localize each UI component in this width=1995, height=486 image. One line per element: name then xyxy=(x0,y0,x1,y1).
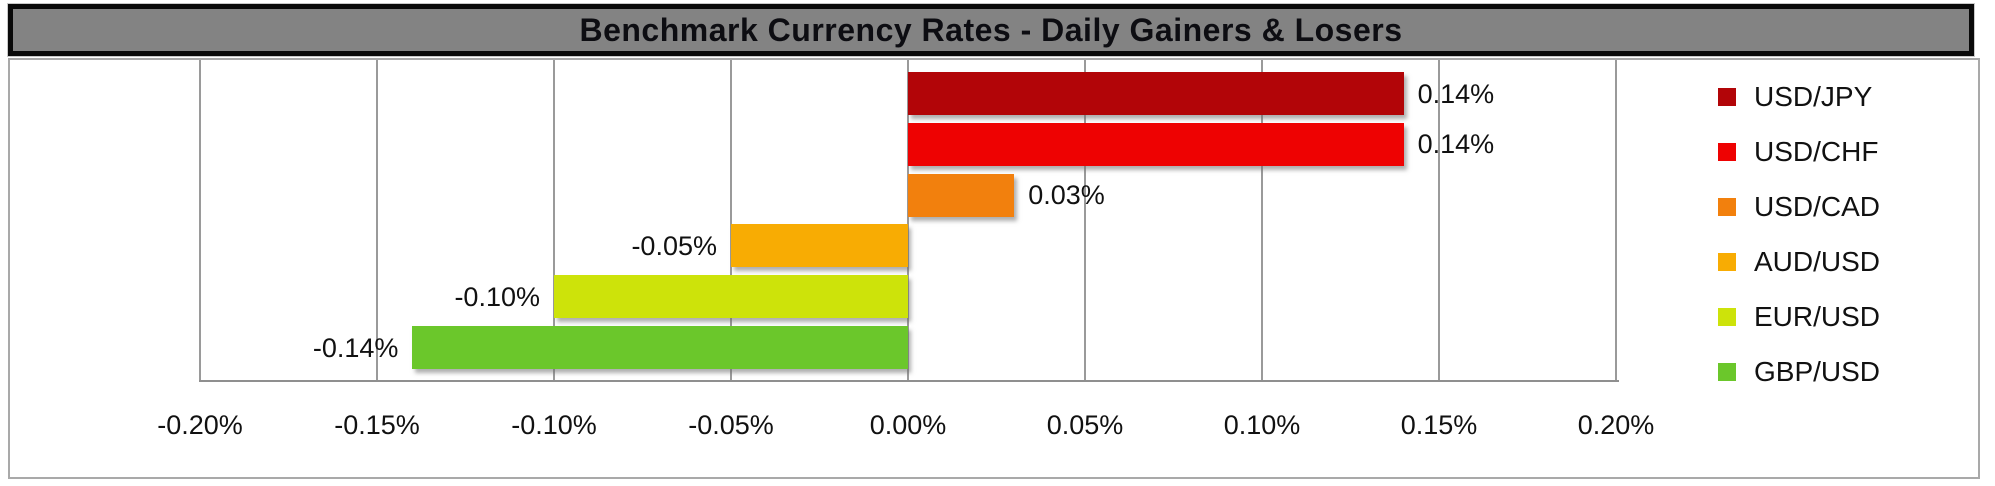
bar-value-label: -0.14% xyxy=(312,332,399,363)
gridline xyxy=(1084,60,1086,381)
bar-gbp-usd xyxy=(412,326,908,369)
chart-title: Benchmark Currency Rates - Daily Gainers… xyxy=(579,11,1403,48)
x-axis-tick-label: -0.20% xyxy=(157,410,243,440)
legend-swatch-usd-chf xyxy=(1718,143,1736,161)
legend-swatch-gbp-usd xyxy=(1718,363,1736,381)
bar-usd-jpy xyxy=(908,72,1404,115)
legend-label: USD/JPY xyxy=(1754,81,1873,112)
x-axis-tick-label: 0.00% xyxy=(869,410,947,440)
legend-label: USD/CHF xyxy=(1754,136,1879,167)
gridline xyxy=(1438,60,1440,381)
gridline xyxy=(553,60,555,381)
bar-value-label: -0.05% xyxy=(631,230,717,261)
legend-label: GBP/USD xyxy=(1754,356,1881,387)
legend-swatch-aud-usd xyxy=(1718,253,1736,271)
x-axis-tick-label: 0.15% xyxy=(1400,410,1478,440)
chart-area: 0.14% 0.14% 0.03% -0.05% -0.10% -0.14% -0.20% -… xyxy=(8,58,1980,479)
x-axis-tick-label: 0.10% xyxy=(1223,410,1301,440)
bar-aud-usd xyxy=(731,224,908,268)
x-axis-line xyxy=(199,380,1619,382)
bar-value-label: -0.10% xyxy=(454,281,540,312)
gridline xyxy=(199,60,201,381)
gridline xyxy=(907,60,909,381)
x-axis-tick-label: 0.20% xyxy=(1577,410,1655,440)
x-axis-tick-label: -0.10% xyxy=(511,410,597,440)
bar-eur-usd xyxy=(554,275,908,319)
plot-area: 0.14% 0.14% 0.03% -0.05% -0.10% -0.14% -0.20% -… xyxy=(10,60,1978,477)
gridline xyxy=(376,60,378,381)
x-axis-tick-label: 0.05% xyxy=(1046,410,1124,440)
legend-label: USD/CAD xyxy=(1754,191,1881,222)
legend-swatch-eur-usd xyxy=(1718,308,1736,326)
gridline xyxy=(1615,60,1617,381)
legend-swatch-usd-cad xyxy=(1718,198,1736,216)
bar-value-label: 0.03% xyxy=(1028,180,1105,211)
x-axis-tick-label: -0.15% xyxy=(334,410,420,440)
chart-title-bar: Benchmark Currency Rates - Daily Gainers… xyxy=(8,4,1974,56)
legend-label: AUD/USD xyxy=(1754,246,1881,277)
gridline xyxy=(730,60,732,381)
bar-value-label: 0.14% xyxy=(1417,129,1495,160)
bar-usd-chf xyxy=(908,122,1404,166)
x-axis-tick-label: -0.05% xyxy=(688,410,774,440)
bar-value-label: 0.14% xyxy=(1417,78,1495,109)
bar-usd-cad xyxy=(908,173,1015,217)
gridline xyxy=(1261,60,1263,381)
legend-swatch-usd-jpy xyxy=(1718,88,1736,106)
legend-label: EUR/USD xyxy=(1754,301,1881,332)
